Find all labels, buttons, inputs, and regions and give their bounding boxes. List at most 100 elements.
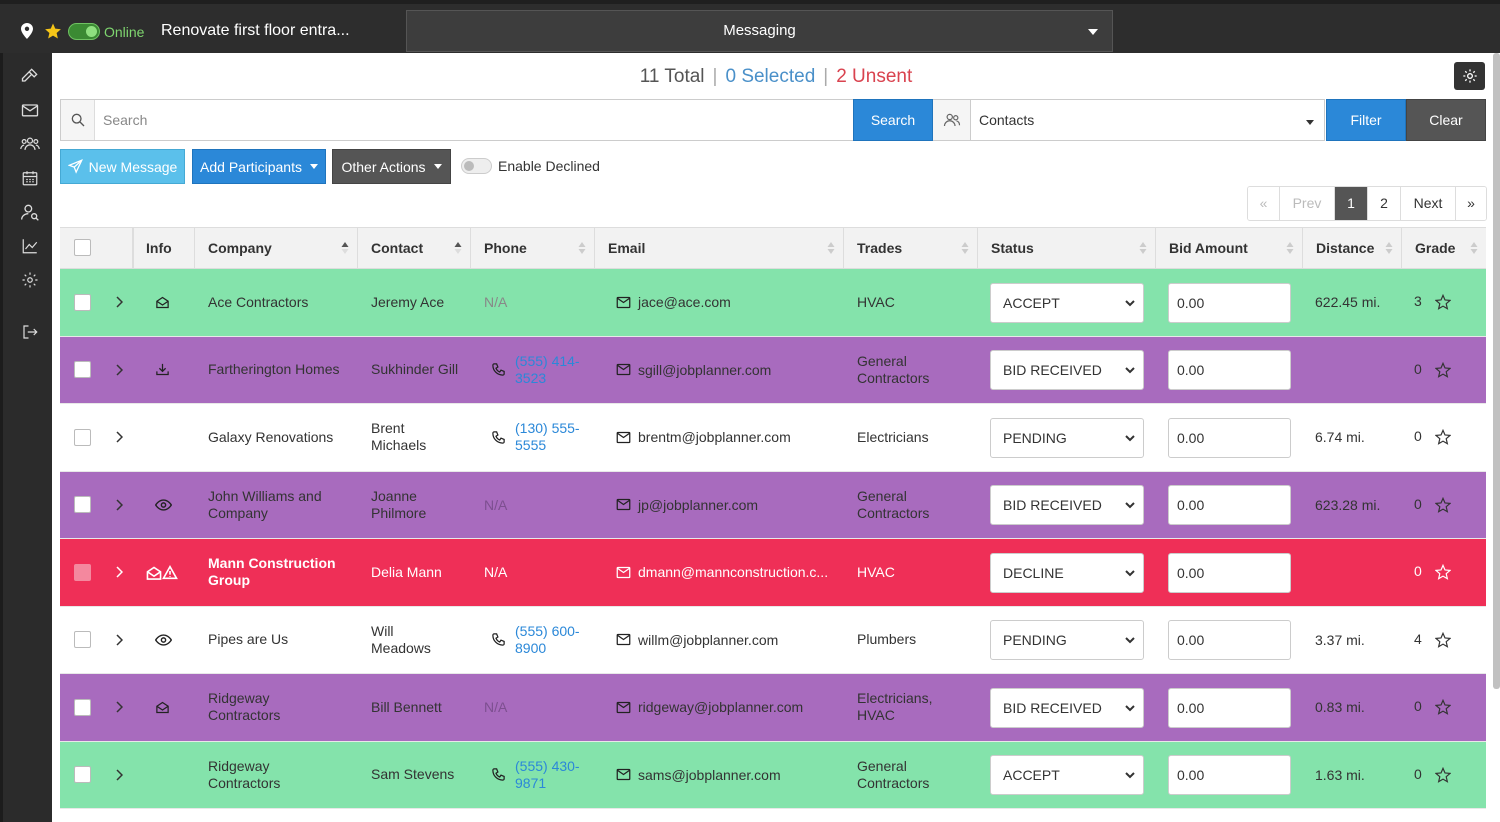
table-row[interactable]: John Williams and Company Joanne Philmore N/… [60, 471, 1486, 539]
online-toggle[interactable] [68, 23, 100, 40]
location-pin-icon[interactable] [20, 23, 34, 39]
first-page-button[interactable]: « [1248, 187, 1280, 220]
envelope-icon[interactable] [19, 99, 41, 121]
bid-amount-input[interactable]: 0.00 [1168, 350, 1291, 390]
star-icon[interactable] [1435, 404, 1451, 471]
star-icon[interactable] [1435, 539, 1451, 606]
row-checkbox[interactable] [74, 766, 91, 784]
status-select[interactable]: BID RECEIVED [990, 687, 1144, 728]
hammer-icon[interactable] [19, 65, 41, 87]
star-icon[interactable] [1435, 269, 1451, 336]
chart-line-icon[interactable] [19, 235, 41, 257]
prev-page-button[interactable]: Prev [1280, 187, 1335, 220]
bid-amount-input[interactable]: 0.00 [1168, 620, 1291, 660]
other-actions-button[interactable]: Other Actions [332, 149, 451, 184]
expand-row-icon[interactable] [115, 472, 123, 539]
row-checkbox[interactable] [74, 698, 91, 716]
star-icon[interactable] [1435, 674, 1451, 741]
header-grade[interactable]: Grade [1402, 228, 1486, 268]
header-trades[interactable]: Trades [844, 228, 978, 268]
phone-link[interactable]: (130) 555- 5555 [515, 404, 595, 471]
settings-button[interactable] [1454, 62, 1485, 90]
expand-row-icon[interactable] [115, 404, 123, 471]
favorite-star-icon[interactable] [44, 22, 62, 40]
page-2-button[interactable]: 2 [1368, 187, 1401, 220]
new-message-button[interactable]: New Message [60, 149, 185, 184]
star-icon[interactable] [1435, 472, 1451, 539]
add-participants-button[interactable]: Add Participants [192, 149, 326, 184]
phone-link[interactable]: (555) 430- 9871 [515, 742, 595, 809]
email-address[interactable]: jp@jobplanner.com [638, 496, 759, 513]
contacts-select[interactable]: Contacts [970, 99, 1325, 141]
header-company[interactable]: Company [195, 228, 358, 268]
table-row[interactable]: Ridgeway Contractors Bill Bennett N/A ridgew… [60, 674, 1486, 742]
header-phone[interactable]: Phone [471, 228, 595, 268]
expand-row-icon[interactable] [115, 337, 123, 404]
status-select[interactable]: BID RECEIVED [990, 485, 1144, 525]
status-select[interactable]: PENDING [990, 417, 1144, 458]
page-scrollbar[interactable] [1493, 53, 1500, 689]
users-icon[interactable] [19, 133, 41, 155]
expand-row-icon[interactable] [115, 269, 123, 336]
view-select[interactable]: Messaging [406, 10, 1113, 52]
search-input[interactable] [96, 100, 853, 140]
expand-row-icon[interactable] [115, 607, 123, 674]
phone-link[interactable]: (555) 414- 3523 [515, 337, 595, 404]
expand-row-icon[interactable] [115, 674, 123, 741]
last-page-button[interactable]: » [1456, 187, 1486, 220]
eye-icon[interactable] [155, 472, 172, 539]
envelope-open-icon[interactable] [155, 674, 170, 741]
star-icon[interactable] [1435, 337, 1451, 404]
status-select[interactable]: PENDING [990, 620, 1144, 660]
envelope-warning-icon[interactable] [146, 539, 178, 606]
download-icon[interactable] [155, 337, 170, 404]
selected-count[interactable]: 0 Selected [725, 66, 816, 87]
table-row[interactable]: Galaxy Renovations Brent Michaels (130) 555… [60, 404, 1486, 472]
status-select[interactable]: ACCEPT [990, 755, 1144, 795]
row-checkbox[interactable] [74, 293, 91, 311]
email-address[interactable]: sams@jobplanner.com [638, 766, 781, 783]
select-all-checkbox[interactable] [74, 239, 91, 256]
expand-row-icon[interactable] [115, 539, 123, 606]
bid-amount-input[interactable]: 0.00 [1168, 282, 1291, 323]
search-button[interactable]: Search [853, 99, 933, 141]
bid-amount-input[interactable]: 0.00 [1168, 755, 1291, 795]
table-row[interactable]: Ace Contractors Jeremy Ace N/A jace@ace.com… [60, 269, 1486, 337]
user-search-icon[interactable] [19, 201, 41, 223]
table-row[interactable]: Ridgeway Contractors Sam Stevens (555) 430-… [60, 741, 1486, 809]
header-bid-amount[interactable]: Bid Amount [1156, 228, 1303, 268]
clear-button[interactable]: Clear [1406, 99, 1486, 141]
enable-declined-toggle[interactable] [461, 158, 492, 174]
row-checkbox[interactable] [74, 361, 91, 379]
row-checkbox[interactable] [74, 563, 91, 581]
email-address[interactable]: dmann@mannconstruction.c... [638, 564, 829, 581]
star-icon[interactable] [1435, 607, 1451, 674]
header-status[interactable]: Status [978, 228, 1156, 268]
phone-link[interactable]: (555) 600- 8900 [515, 607, 595, 674]
next-page-button[interactable]: Next [1401, 187, 1456, 220]
logout-icon[interactable] [19, 321, 41, 343]
expand-row-icon[interactable] [115, 742, 123, 809]
eye-icon[interactable] [155, 607, 172, 674]
calendar-icon[interactable] [19, 167, 41, 189]
email-address[interactable]: willm@jobplanner.com [638, 631, 779, 648]
table-row[interactable]: Pipes are Us Will Meadows (555) 600- 8900 wil… [60, 606, 1486, 674]
header-contact[interactable]: Contact [358, 228, 471, 268]
header-distance[interactable]: Distance [1303, 228, 1402, 268]
bid-amount-input[interactable]: 0.00 [1168, 687, 1291, 728]
filter-button[interactable]: Filter [1326, 99, 1406, 141]
row-checkbox[interactable] [74, 496, 91, 514]
unsent-count[interactable]: 2 Unsent [836, 66, 913, 87]
row-checkbox[interactable] [74, 631, 91, 649]
email-address[interactable]: sgill@jobplanner.com [638, 361, 772, 378]
page-1-button[interactable]: 1 [1335, 187, 1368, 220]
email-address[interactable]: brentm@jobplanner.com [638, 429, 791, 446]
table-row[interactable]: Fartherington Homes Sukhinder Gill (555) 4… [60, 336, 1486, 404]
table-row[interactable]: Mann Construction Group Delia Mann N/A dmann… [60, 539, 1486, 607]
email-address[interactable]: ridgeway@jobplanner.com [638, 699, 804, 716]
envelope-open-icon[interactable] [155, 269, 170, 336]
status-select[interactable]: ACCEPT [990, 282, 1144, 323]
project-title[interactable]: Renovate first floor entra... [161, 22, 350, 39]
email-address[interactable]: jace@ace.com [638, 294, 731, 311]
bid-amount-input[interactable]: 0.00 [1168, 552, 1291, 593]
